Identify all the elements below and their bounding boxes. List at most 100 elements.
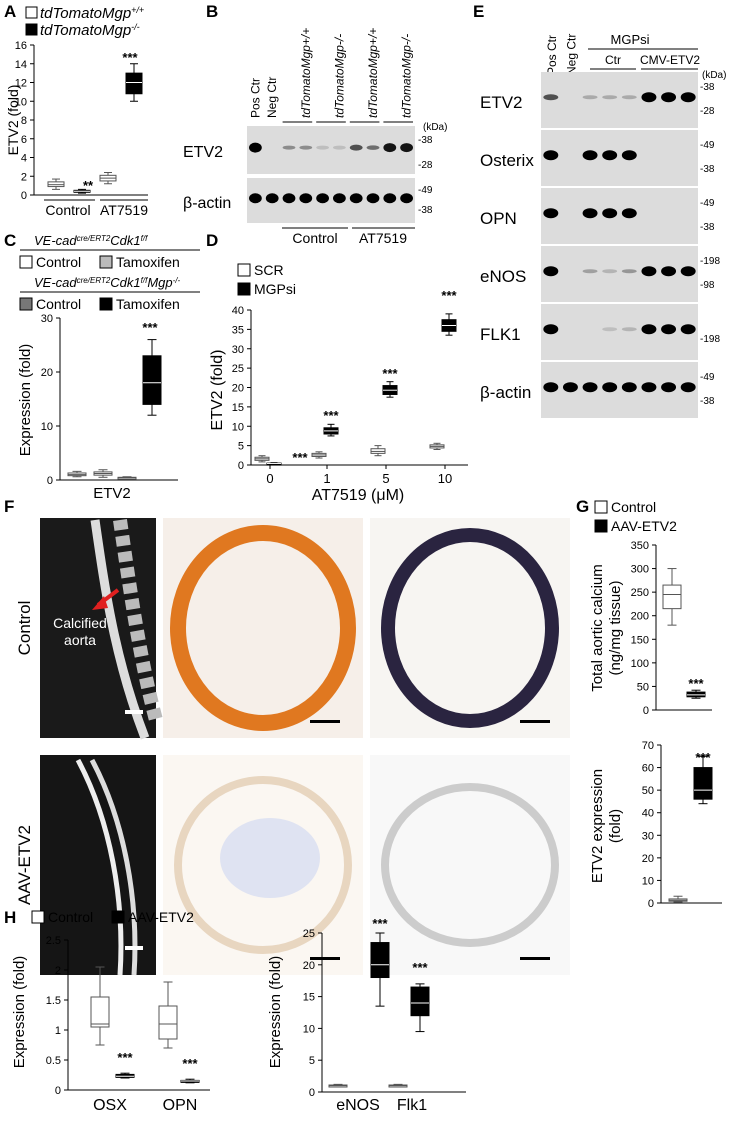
alizarin-stain-control	[163, 518, 363, 738]
sig-h: ***	[117, 1050, 133, 1065]
blot-row-label: FLK1	[480, 325, 521, 344]
legend-g2-swatch	[594, 519, 608, 533]
blot-b-etv2-band	[299, 145, 313, 150]
mw-marker: -49	[700, 372, 715, 383]
genotype-label: VE-cadcre/ERT2Cdk1f/f	[34, 233, 148, 248]
mw-marker: -49	[700, 140, 715, 151]
genotype-part: f/f	[141, 234, 148, 243]
calcified-aorta	[90, 519, 150, 740]
legend-swatch	[25, 23, 38, 36]
blot-e-row-band	[661, 92, 677, 103]
y-tick-label: 5	[238, 441, 244, 453]
y-tick-label: 0	[309, 1087, 315, 1099]
group-label: Control	[292, 230, 337, 246]
panel-h-box-box	[158, 1005, 178, 1040]
genotype-part: Cdk1	[110, 275, 140, 290]
blot-e-row-band	[641, 266, 657, 277]
x-tick-label: 1	[323, 471, 330, 486]
calcified-ring	[381, 528, 559, 728]
blot-b-actin-band	[349, 193, 363, 204]
mw-marker: -38	[418, 135, 433, 146]
legend-a-label: tdTomatoMgp-/-	[40, 22, 140, 39]
lane-label: tdTomatoMgp-/-	[332, 34, 346, 118]
group-label: Ctr	[605, 53, 621, 67]
blot-e-row-band	[680, 324, 696, 335]
y-tick-label: 70	[642, 740, 654, 752]
blot-e-row-band	[582, 95, 598, 100]
sig-d: ***	[323, 408, 339, 423]
mw-marker: -38	[418, 205, 433, 216]
genotype-part: Mgp	[147, 275, 172, 290]
mw-marker: -38	[700, 396, 715, 407]
legend-h1-swatch	[31, 910, 45, 924]
y-tick-label: 0	[55, 1085, 61, 1097]
y-tick-label: 150	[631, 634, 649, 646]
blot-row-label: β-actin	[480, 383, 531, 402]
blot-e-row-band	[661, 324, 677, 335]
panel-a-box-box	[125, 72, 143, 95]
y-tick-label: 14	[15, 59, 27, 71]
mw-marker: -49	[700, 198, 715, 209]
x-tick-label: 5	[382, 471, 389, 486]
legend-c4-label: Tamoxifen	[116, 296, 180, 312]
blot-e-row-band	[602, 327, 618, 332]
legend-c1-swatch	[19, 255, 33, 269]
blot-e-row-band	[602, 95, 618, 100]
blot-e-row-band	[602, 269, 618, 274]
blot-row-label: ETV2	[183, 144, 223, 161]
panel-label-h: H	[4, 908, 16, 927]
y-tick-label: 0	[643, 705, 649, 717]
blot-e-row-band	[543, 94, 559, 101]
blot-e-row-band	[621, 95, 637, 100]
calcified-ring	[170, 525, 356, 731]
genotype-part: f/f	[141, 276, 148, 285]
panel-d-xlabel: AT7519 (μM)	[312, 487, 405, 504]
y-tick-label: 1.5	[46, 995, 61, 1007]
blot-e-row-band	[621, 327, 637, 332]
red-arrow-head	[92, 596, 108, 610]
genotype-part: VE-cad	[34, 233, 77, 248]
y-tick-label: 30	[41, 313, 53, 325]
blot-row-label: β-actin	[183, 195, 231, 212]
blot-b-etv2-band	[316, 145, 329, 150]
lumen	[220, 818, 320, 898]
sig-h: ***	[412, 960, 428, 975]
scale-bar	[520, 720, 550, 723]
legend-d1-label: SCR	[254, 262, 284, 278]
blot-b-actin-band	[366, 193, 380, 204]
blot-e-row-band	[543, 208, 559, 219]
spine	[113, 519, 163, 722]
aorta-wall	[75, 758, 124, 976]
y-tick-label: 2	[21, 171, 27, 183]
scale-bar	[125, 946, 143, 950]
blot-e-row-band	[582, 382, 598, 393]
sig-g: ***	[688, 676, 704, 691]
blot-e-row-band	[602, 382, 618, 393]
lane-label: Pos Ctr	[248, 78, 262, 118]
blot-e-row-band	[602, 150, 618, 161]
y-tick-label: 20	[303, 960, 315, 972]
mw-marker: -28	[700, 106, 715, 117]
aorta-ring	[381, 783, 559, 947]
blot-e-row-band	[621, 382, 637, 393]
x-category: Flk1	[397, 1097, 427, 1114]
panel-g-box-box	[662, 584, 682, 610]
y-tick-label: 100	[631, 658, 649, 670]
legend-c3-swatch	[19, 297, 33, 311]
sig-d: ***	[441, 288, 457, 303]
y-tick-label: 35	[232, 324, 244, 336]
panel-g-ylabel: (ng/mg tissue)	[607, 580, 624, 675]
blot-b-etv2-band	[400, 143, 413, 153]
blot-e-row-band	[562, 382, 578, 393]
scale-bar	[310, 720, 340, 723]
y-tick-label: 40	[232, 305, 244, 317]
mw-marker: -38	[700, 82, 715, 93]
von-kossa-stain-control	[370, 518, 570, 738]
genotype-label: VE-cadcre/ERT2Cdk1f/fMgp-/-	[34, 275, 180, 290]
sig-h: ***	[182, 1056, 198, 1071]
blot-e-row-membrane	[541, 188, 698, 244]
sig-a-2: **	[83, 178, 94, 193]
legend-g2-label: AAV-ETV2	[611, 518, 677, 534]
aorta-ring	[174, 776, 352, 954]
annotation-text: aorta	[64, 632, 96, 648]
